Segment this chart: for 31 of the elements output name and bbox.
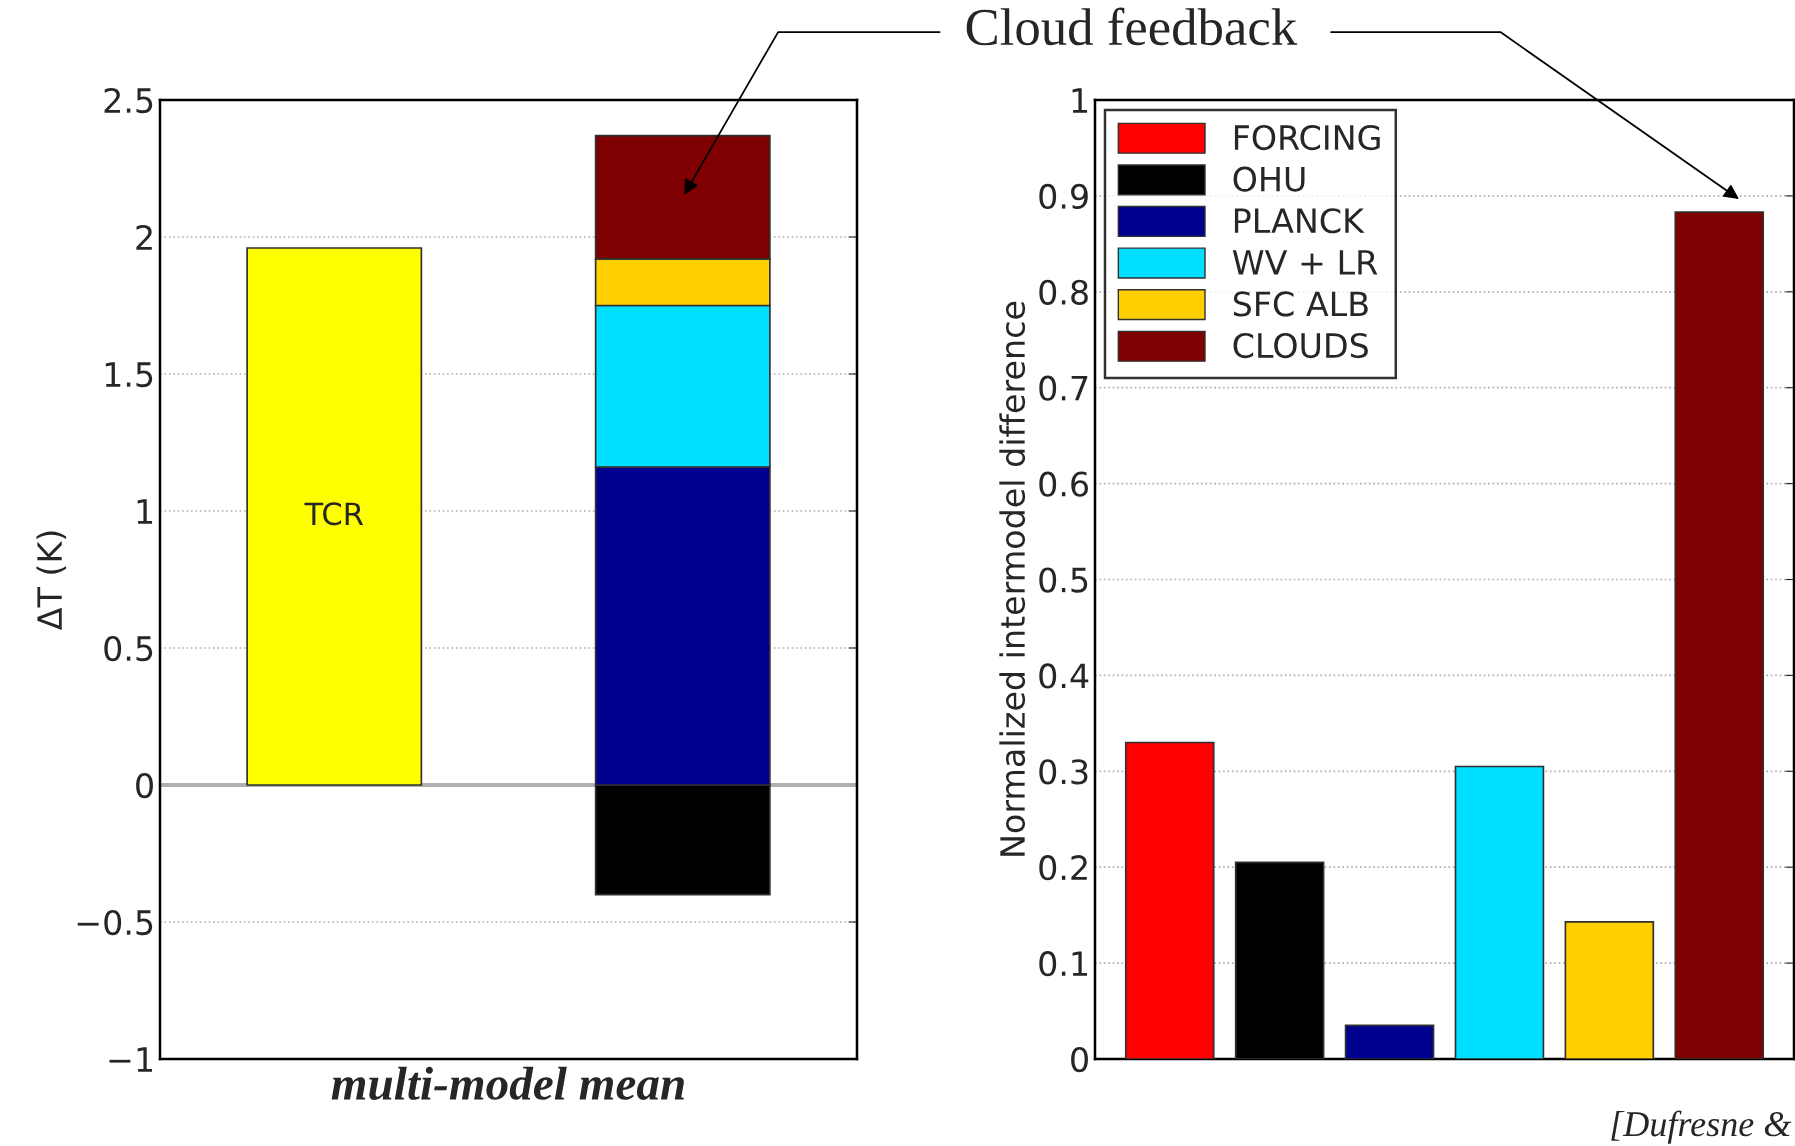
y-tick-label: 0.8 [1039,279,1088,305]
data-label: TCR [304,502,364,526]
y-tick-label: 1 [1072,88,1088,113]
y-tick-label: 1 [137,499,153,524]
text: [Dufresne & [1611,1110,1792,1144]
legend-label: WV + LR [1232,250,1378,275]
y-tick-label: 0.7 [1039,375,1088,401]
y-tick-label: 1.5 [105,362,153,388]
y-tick-label: 0.6 [1039,471,1089,497]
y-tick-label: 2 [136,224,152,250]
legend-label: SFC ALB [1233,291,1368,317]
x-axis-title: multi-model mean [331,1066,684,1100]
y-tick-label: 0 [1071,1046,1088,1073]
y-tick-label: −0.5 [77,909,153,936]
legend-label: FORCING [1234,124,1380,151]
y-tick-label: 0.1 [1039,951,1088,977]
y-axis-title: Normalized intermodel difference [999,301,1026,856]
y-tick-label: −1 [109,1047,153,1072]
y-tick-label: 0.4 [1039,663,1089,689]
legend-label: PLANCK [1234,208,1365,234]
y-axis-title: ΔT (K) [36,531,67,631]
y-tick-label: 0.5 [1039,567,1088,593]
text: Cloud feedback [966,7,1298,46]
legend-label: OHU [1233,166,1305,192]
y-tick-label: 0.2 [1039,855,1087,881]
y-tick-label: 0.3 [1039,759,1088,785]
y-tick-label: 0.5 [104,635,153,662]
y-tick-label: 0 [136,772,153,799]
y-tick-label: 2.5 [104,87,153,114]
y-tick-label: 0.9 [1039,183,1088,210]
legend-label: CLOUDS [1233,332,1368,359]
